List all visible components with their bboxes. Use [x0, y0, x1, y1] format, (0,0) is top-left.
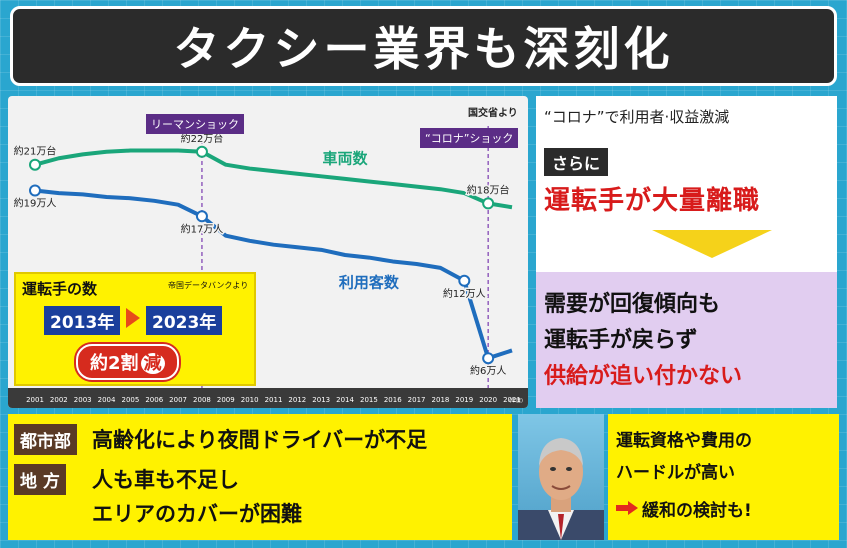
x-tick-label: 2010 [241, 396, 259, 404]
license-panel: 運転資格や費用の ハードルが高い 緩和の検討も! [608, 414, 839, 540]
urban-tag: 都市部 [14, 424, 77, 455]
x-tick-label: 2006 [145, 396, 163, 404]
commentator-portrait [518, 414, 604, 540]
down-arrow-icon [652, 230, 772, 258]
data-label: 約18万台 [467, 183, 510, 196]
data-marker [195, 210, 208, 223]
x-tick-label: 2005 [121, 396, 139, 404]
license-line-2: ハードルが高い [616, 463, 735, 483]
reduction-suffix: 減 [140, 353, 165, 374]
x-tick-label: 2007 [169, 396, 187, 404]
data-marker [482, 352, 495, 365]
x-tick-label: 2008 [193, 396, 211, 404]
corona-impact-text: “コロナ”で利用者·収益激減 [544, 108, 730, 126]
moreover-tag: さらに [544, 148, 609, 176]
license-line-1: 運転資格や費用の [616, 431, 752, 451]
data-marker [482, 197, 495, 210]
x-tick-label: 2021 [503, 396, 521, 404]
x-tick-label: 2003 [74, 396, 92, 404]
x-tick-label: 2018 [432, 396, 450, 404]
rural-text-1: 人も車も不足し [92, 468, 239, 492]
rural-text-2: エリアのカバーが困難 [92, 502, 302, 526]
reduction-badge: 約2割減 [76, 344, 179, 380]
data-marker [29, 158, 41, 171]
x-tick-label: 2019 [455, 396, 473, 404]
data-label: 約12万人 [443, 287, 486, 300]
arrow-right-icon [126, 308, 140, 328]
data-label: 約21万台 [14, 145, 57, 158]
data-label: 約6万人 [470, 364, 506, 377]
x-unit-label: (年度) [509, 397, 523, 404]
data-label: 約22万台 [181, 132, 224, 145]
x-tick-label: 2015 [360, 396, 378, 404]
rural-tag: 地 方 [14, 464, 66, 495]
person-icon [518, 438, 604, 540]
series-label-vehicles: 車両数 [323, 149, 369, 167]
data-marker [195, 145, 208, 158]
series-line-0 [34, 148, 513, 210]
right-mid-panel: 需要が回復傾向も 運転手が戻らず 供給が追い付かない [536, 272, 837, 408]
lehman-event-tag: リーマンショック [146, 114, 244, 134]
x-tick-label: 2012 [288, 396, 306, 404]
urban-text: 高齢化により夜間ドライバーが不足 [92, 428, 428, 452]
page-title: タクシー業界も深刻化 [173, 22, 674, 76]
x-tick-label: 2009 [217, 396, 235, 404]
data-marker [29, 184, 41, 197]
series-label-passengers: 利用客数 [339, 273, 400, 291]
data-marker [458, 274, 471, 287]
regions-panel: 都市部 高齢化により夜間ドライバーが不足 地 方 人も車も不足し エリアのカバー… [8, 414, 512, 540]
from-year: 2013年 [44, 306, 121, 335]
mass-leave-text: 運転手が大量離職 [544, 186, 761, 216]
data-label: 約17万人 [181, 222, 224, 235]
driver-box-source: 帝国データバンクより [168, 281, 249, 290]
x-tick-label: 2004 [98, 396, 116, 404]
license-line-3: 緩和の検討も! [642, 501, 752, 521]
source-note: 国交省より [468, 108, 518, 119]
x-tick-label: 2020 [479, 396, 497, 404]
supply-line: 供給が追い付かない [544, 364, 743, 389]
data-label: 約19万人 [14, 197, 57, 210]
driver-box-title: 運転手の数 [22, 280, 98, 298]
x-axis-band [8, 388, 528, 408]
x-tick-label: 2002 [50, 396, 68, 404]
to-year: 2023年 [146, 306, 223, 335]
title-bar: タクシー業界も深刻化 [10, 6, 837, 86]
demand-line: 需要が回復傾向も [544, 292, 721, 317]
x-tick-label: 2001 [26, 396, 44, 404]
series-line-1 [34, 188, 513, 361]
driver-count-box: 運転手の数 帝国データバンクより 2013年 2023年 約2割減 [14, 272, 256, 386]
reduction-prefix: 約2割 [90, 353, 139, 374]
corona-event-tag: “コロナ”ショック [420, 128, 519, 148]
red-arrow-icon [616, 501, 638, 515]
x-tick-label: 2011 [265, 396, 283, 404]
x-tick-label: 2016 [384, 396, 402, 404]
right-top-panel: “コロナ”で利用者·収益激減 さらに 運転手が大量離職 [536, 96, 837, 272]
drivers-line: 運転手が戻らず [544, 328, 698, 353]
x-tick-label: 2014 [336, 396, 354, 404]
x-tick-label: 2017 [408, 396, 426, 404]
x-tick-label: 2013 [312, 396, 330, 404]
